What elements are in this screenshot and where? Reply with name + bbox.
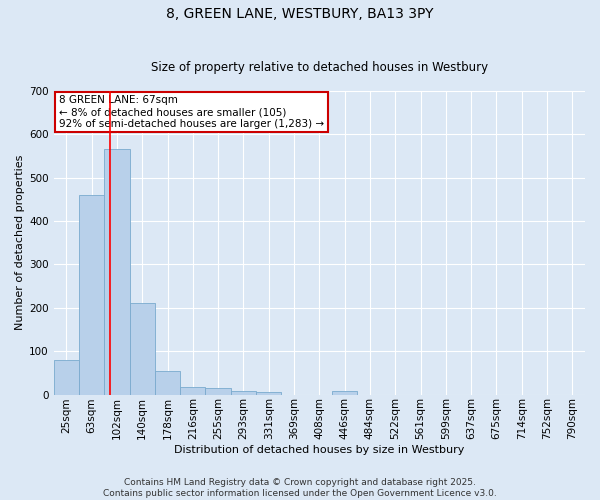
Y-axis label: Number of detached properties: Number of detached properties xyxy=(15,155,25,330)
Bar xyxy=(231,391,256,394)
Bar xyxy=(53,360,79,394)
Text: 8, GREEN LANE, WESTBURY, BA13 3PY: 8, GREEN LANE, WESTBURY, BA13 3PY xyxy=(166,8,434,22)
Bar xyxy=(205,388,231,394)
Bar xyxy=(332,391,357,394)
Bar xyxy=(155,370,180,394)
Bar xyxy=(180,386,205,394)
Bar xyxy=(130,304,155,394)
X-axis label: Distribution of detached houses by size in Westbury: Distribution of detached houses by size … xyxy=(174,445,464,455)
Bar xyxy=(79,195,104,394)
Text: 8 GREEN LANE: 67sqm
← 8% of detached houses are smaller (105)
92% of semi-detach: 8 GREEN LANE: 67sqm ← 8% of detached hou… xyxy=(59,96,324,128)
Text: Contains HM Land Registry data © Crown copyright and database right 2025.
Contai: Contains HM Land Registry data © Crown c… xyxy=(103,478,497,498)
Bar xyxy=(256,392,281,394)
Title: Size of property relative to detached houses in Westbury: Size of property relative to detached ho… xyxy=(151,62,488,74)
Bar xyxy=(104,150,130,394)
